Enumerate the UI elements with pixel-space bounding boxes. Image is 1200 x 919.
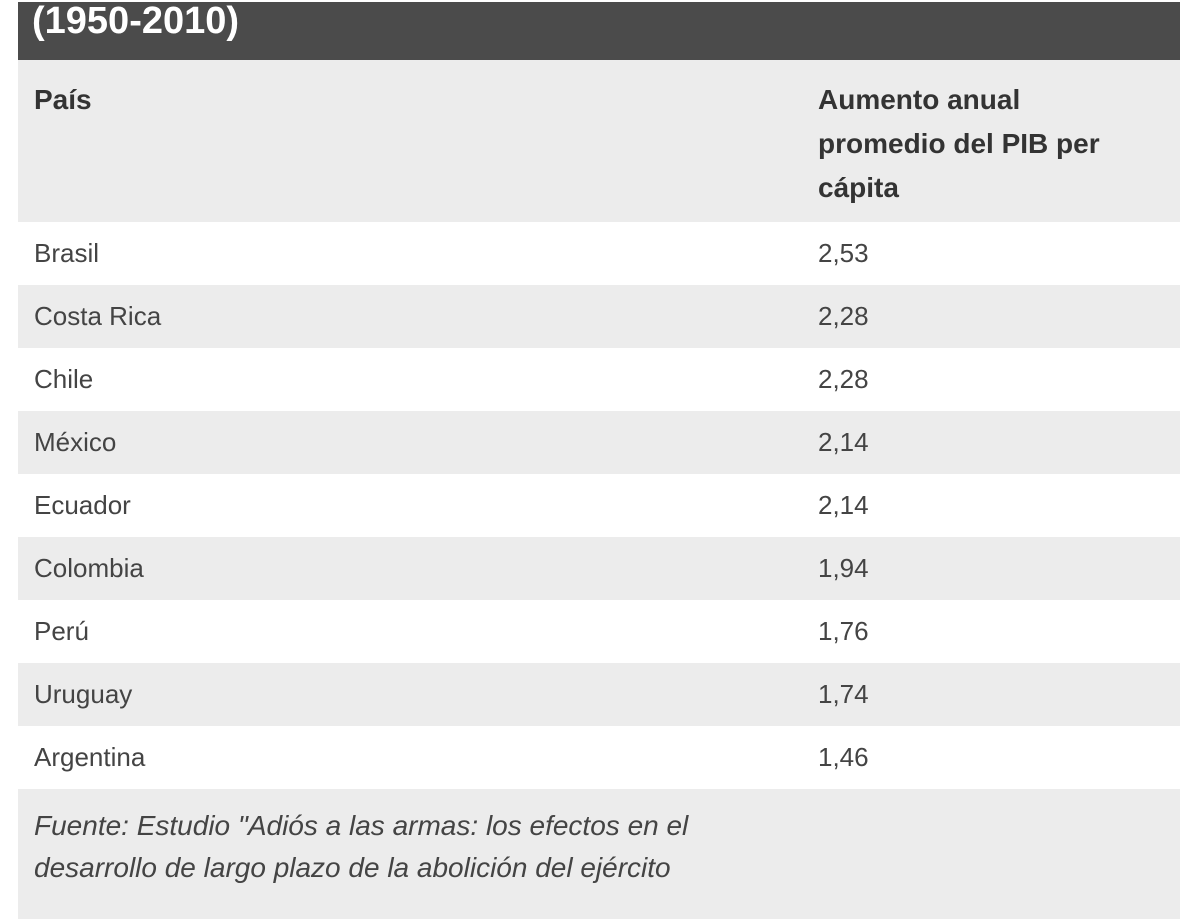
- title: (1950-2010): [32, 0, 240, 42]
- country-cell: Colombia: [34, 553, 144, 583]
- table-row: Ecuador 2,14: [18, 474, 1180, 537]
- country-cell: Costa Rica: [34, 301, 162, 331]
- table-row: Colombia 1,94: [18, 537, 1180, 600]
- table-row: México 2,14: [18, 411, 1180, 474]
- country-cell: Argentina: [34, 742, 146, 772]
- value-cell: 1,76: [818, 616, 869, 646]
- table-panel: (1950-2010) País Aumento anual promedio …: [18, 0, 1180, 919]
- note-line: desarrollo de largo plazo de la abolició…: [34, 852, 671, 883]
- value-cell: 1,94: [818, 553, 869, 583]
- country-cell: Perú: [34, 616, 89, 646]
- value-cell: 2,53: [818, 238, 869, 268]
- value-cell: 2,28: [818, 301, 869, 331]
- table-row: Argentina 1,46: [18, 726, 1180, 789]
- table-body: Brasil 2,53 Costa Rica 2,28 Chile 2,28 México 2…: [18, 222, 1180, 789]
- country-cell: Uruguay: [34, 679, 133, 709]
- country-cell: Ecuador: [34, 490, 131, 520]
- country-cell: Brasil: [34, 238, 100, 268]
- value-cell: 2,14: [818, 490, 869, 520]
- column-header: País: [34, 84, 92, 115]
- value-cell: 2,14: [818, 427, 869, 457]
- table-row: Costa Rica 2,28: [18, 285, 1180, 348]
- table-row: Chile 2,28: [18, 348, 1180, 411]
- table-row: Brasil 2,53: [18, 222, 1180, 285]
- country-cell: Chile: [34, 364, 94, 394]
- header-row: País Aumento anual promedio del PIB per …: [18, 60, 1180, 222]
- source-note: Fuente: Estudio "Adiós a las armas: los …: [18, 789, 1180, 919]
- title-bar: (1950-2010): [18, 2, 1180, 60]
- value-cell: 1,46: [818, 742, 869, 772]
- value-cell: 2,28: [818, 364, 869, 394]
- note-line: Fuente: Estudio "Adiós a las armas: los …: [34, 810, 689, 841]
- column-header: Aumento anual promedio del PIB per cápit…: [818, 84, 1100, 203]
- table-row: Uruguay 1,74: [18, 663, 1180, 726]
- country-cell: México: [34, 427, 117, 457]
- table-row: Perú 1,76: [18, 600, 1180, 663]
- value-cell: 1,74: [818, 679, 869, 709]
